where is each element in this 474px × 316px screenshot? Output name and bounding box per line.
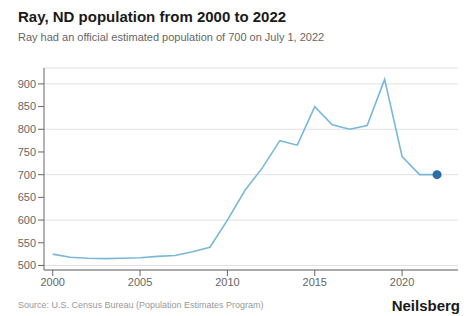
svg-text:2015: 2015 <box>303 276 327 288</box>
html-text:Source: U.S. Census Bureau (Po: Source: U.S. Census Bureau (Population E… <box>18 300 264 310</box>
svg-text:600: 600 <box>18 214 36 226</box>
svg-text:800: 800 <box>18 123 36 135</box>
svg-text:850: 850 <box>18 100 36 112</box>
html-text:Ray, ND population from 2000 t: Ray, ND population from 2000 to 2022 <box>18 8 287 25</box>
html-text:Neilsberg: Neilsberg <box>391 296 460 314</box>
svg-text:700: 700 <box>18 169 36 181</box>
svg-text:750: 750 <box>18 146 36 158</box>
svg-text:900: 900 <box>18 78 36 90</box>
svg-text:500: 500 <box>18 259 36 271</box>
svg-text:2010: 2010 <box>215 276 239 288</box>
html-text:Ray had an official estimated: Ray had an official estimated population… <box>18 31 325 43</box>
svg-text:2000: 2000 <box>40 276 64 288</box>
svg-text:2005: 2005 <box>128 276 152 288</box>
svg-text:2020: 2020 <box>390 276 414 288</box>
svg-text:650: 650 <box>18 191 36 203</box>
svg-text:550: 550 <box>18 237 36 249</box>
